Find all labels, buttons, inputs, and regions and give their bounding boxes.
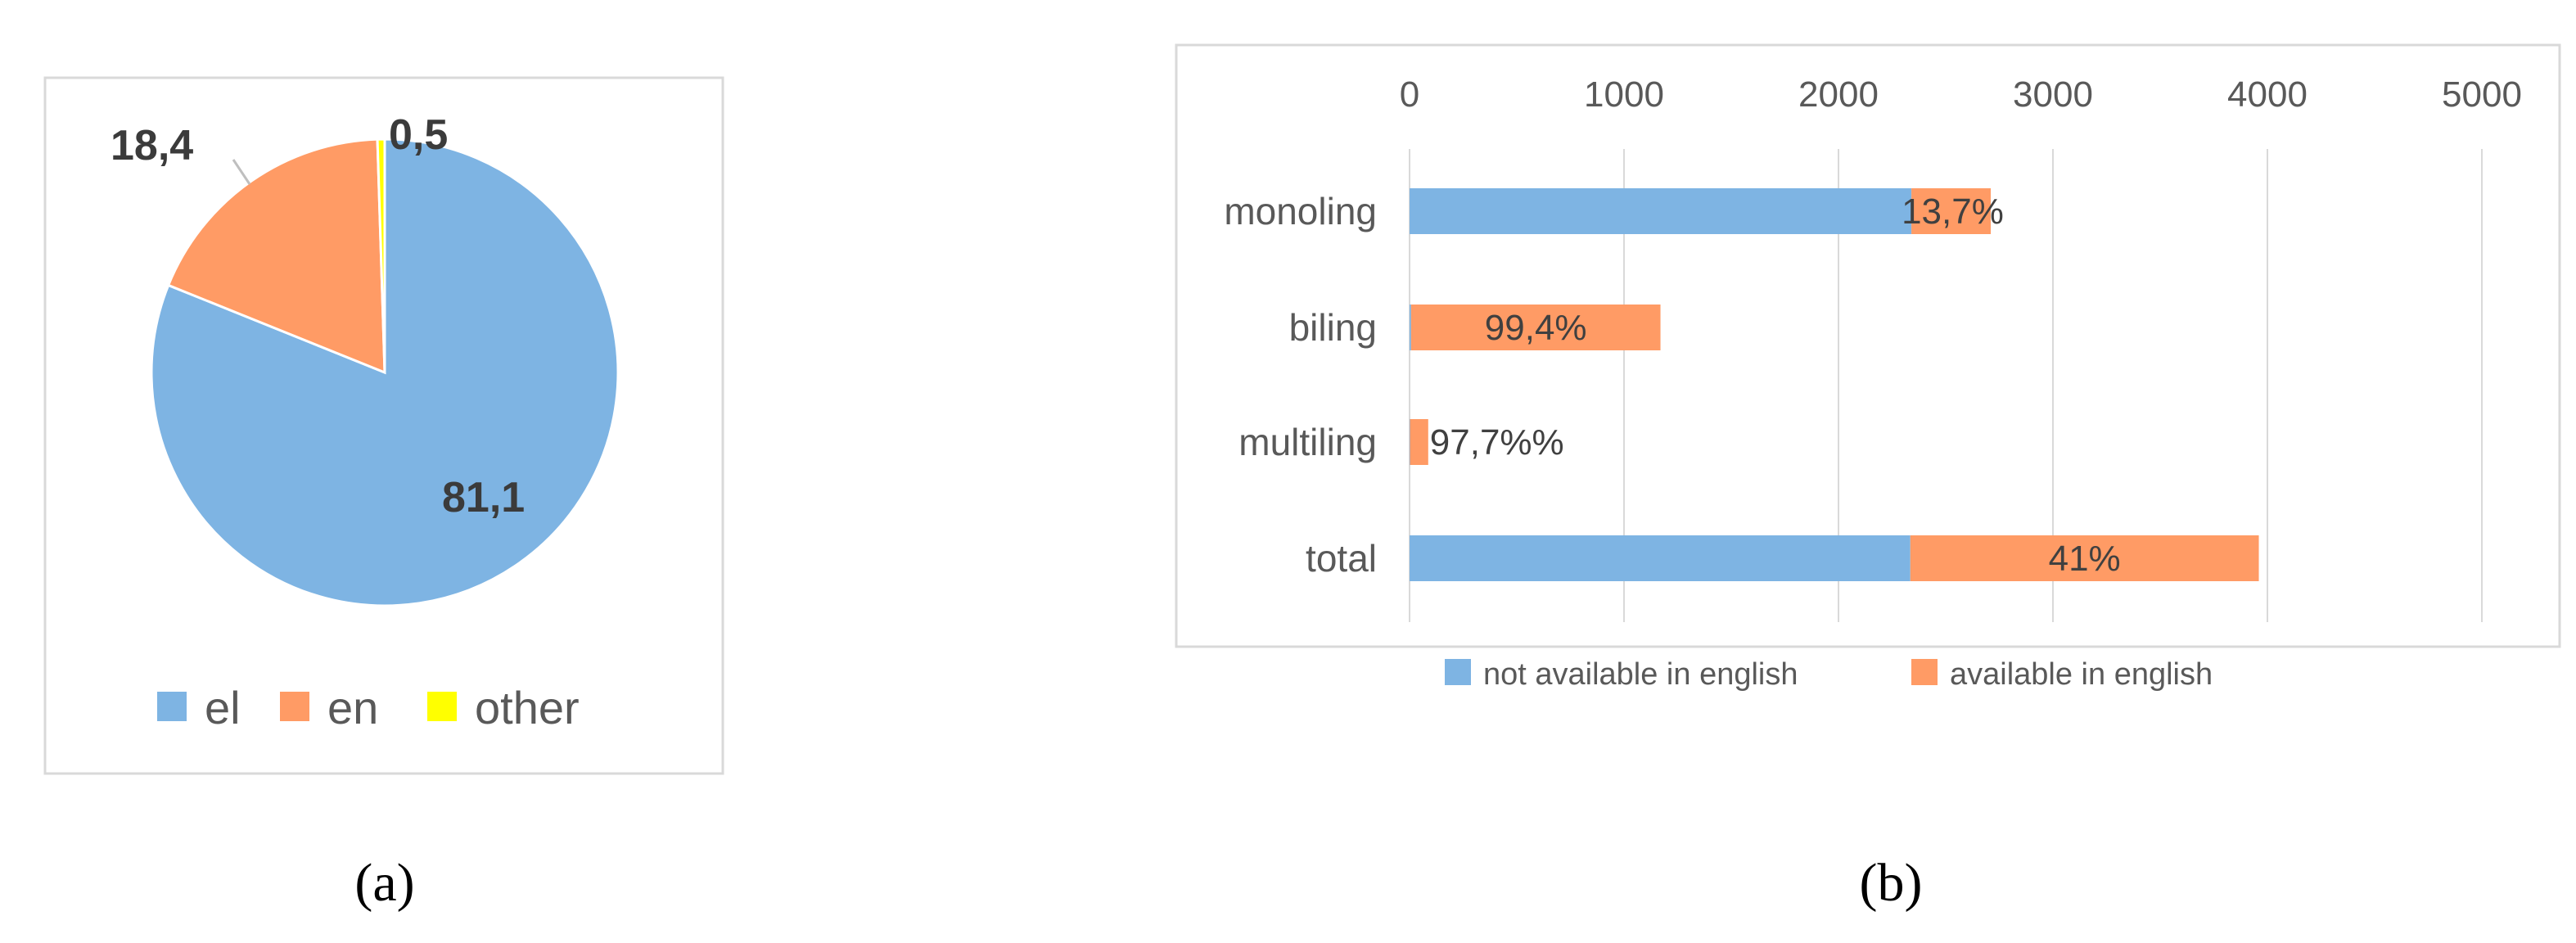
pie-value-label-en: 18,4 [111,122,193,169]
pie-slice-other [376,138,386,373]
bar-panel-caption: (b) [1860,853,1923,913]
bar-data-labels: 13,7% 99,4% 97,7%% 41% [1430,192,2121,579]
category-label-biling: biling [1289,306,1377,349]
pie-legend-swatch-en [280,692,309,721]
bar-legend-swatch-available [1911,659,1938,685]
bar-monoling-not-available [1410,188,1912,234]
x-tick-label-4000: 4000 [2227,74,2308,115]
pie-leader-line-en [232,159,251,185]
bar-monoling-available [1911,188,1992,234]
pie-value-label-other: 0,5 [389,111,448,159]
bar-data-label-biling: 99,4% [1485,308,1587,348]
bar-data-label-multiling: 97,7%% [1430,422,1564,462]
bar-multiling-available [1410,419,1428,465]
category-label-total: total [1306,537,1377,580]
bar-total-not-available [1410,535,1911,581]
pie-panel-caption: (a) [354,853,414,913]
pie-value-label-el: 81,1 [442,474,525,521]
pie-legend-label-el: el [205,682,241,733]
pie-legend-label-other: other [475,682,580,733]
pie-legend-swatch-el [157,692,187,721]
pie-legend-swatch-other [427,692,457,721]
bar-data-label-total: 41% [2049,539,2121,579]
bar-category-labels: monoling biling multiling total [1224,190,1377,580]
pie-panel: 81,1 18,4 0,5 el en other (a) [43,76,724,913]
x-tick-label-3000: 3000 [2013,74,2093,115]
pie-legend: el en other [157,682,580,733]
bar-biling-not-available [1410,305,1411,350]
category-label-monoling: monoling [1224,190,1377,232]
bar-legend-label-not-available: not available in english [1483,657,1798,692]
bar-marks [1410,188,2259,581]
bar-legend: not available in english available in en… [1445,657,2213,692]
bar-legend-swatch-not-available [1445,659,1471,685]
bar-data-label-monoling: 13,7% [1902,192,2004,232]
bar-panel: 0 1000 2000 3000 4000 5000 monoling biling mult… [1175,43,2561,913]
x-tick-label-0: 0 [1400,74,1419,115]
bar-biling-available [1410,305,1661,350]
pie-legend-label-en: en [327,682,378,733]
x-tick-label-5000: 5000 [2442,74,2522,115]
pie-slice-en [166,138,386,375]
x-tick-label-1000: 1000 [1584,74,1664,115]
pie-slices [150,138,620,607]
bar-legend-label-available: available in english [1950,657,2213,692]
x-tick-label-2000: 2000 [1798,74,1879,115]
category-label-multiling: multiling [1238,421,1377,463]
bar-total-available [1910,535,2259,581]
bar-x-tick-labels: 0 1000 2000 3000 4000 5000 [1400,74,2522,115]
